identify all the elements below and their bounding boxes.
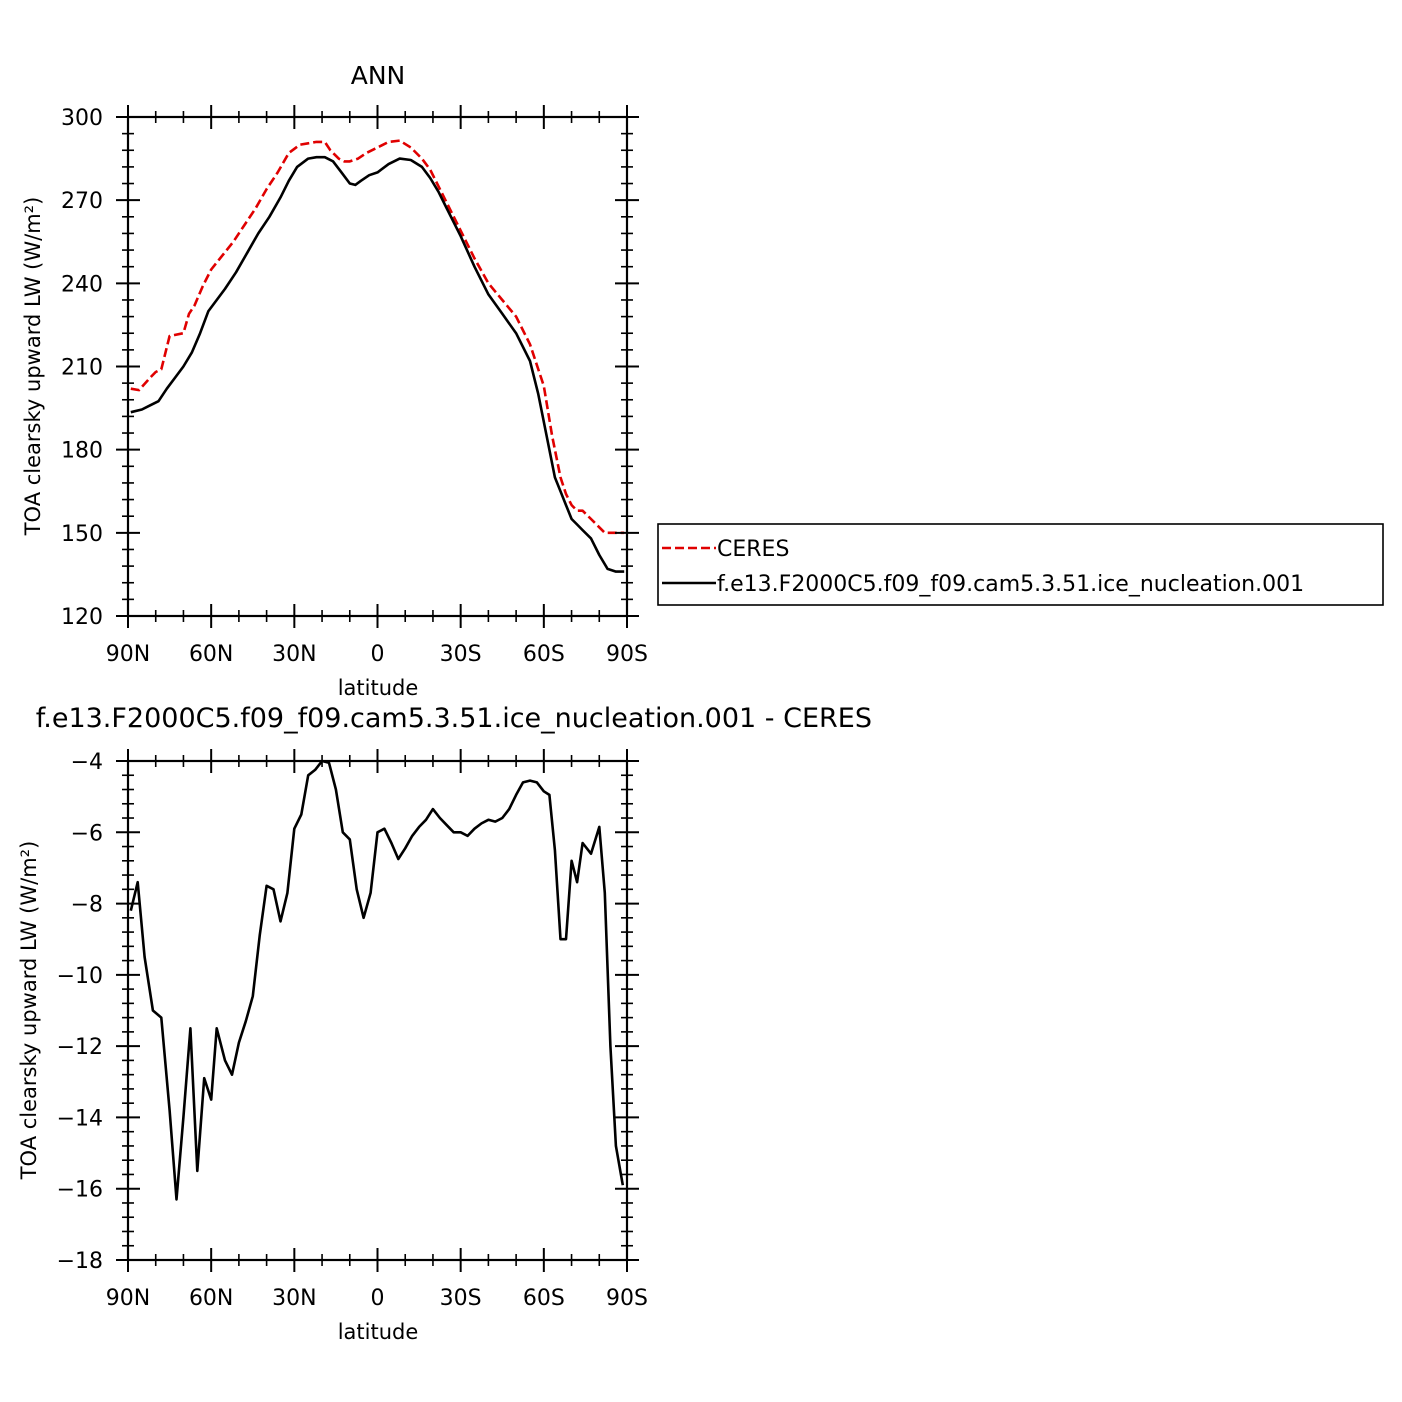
top-panel-title: ANN	[351, 61, 406, 90]
top-plot-frame	[126, 115, 629, 618]
legend-box	[657, 523, 1384, 606]
bottom-x-tick-label: 30S	[440, 1286, 482, 1311]
bottom-x-tick-label: 30N	[272, 1286, 316, 1311]
bottom-y-tick-label: −10	[57, 964, 103, 989]
top-y-axis-label: TOA clearsky upward LW (W/m²)	[21, 197, 45, 537]
top-series-line-1	[130, 155, 625, 573]
top-y-tick-label: 240	[61, 272, 103, 297]
top-y-tick-label: 210	[61, 356, 103, 381]
top-x-tick-label: 0	[371, 642, 385, 667]
bottom-x-tick-label: 90N	[106, 1286, 150, 1311]
top-x-tick-label: 60N	[189, 642, 233, 667]
legend-label-model: f.e13.F2000C5.f09_f09.cam5.3.51.ice_nucl…	[717, 572, 1304, 597]
top-x-tick-label: 90N	[106, 642, 150, 667]
top-x-tick-label: 60S	[523, 642, 565, 667]
bottom-y-tick-label: −8	[71, 893, 103, 918]
top-y-tick-label: 270	[61, 189, 103, 214]
bottom-x-tick-label: 90S	[606, 1286, 648, 1311]
bottom-x-tick-label: 60N	[189, 1286, 233, 1311]
bottom-x-tick-label: 60S	[523, 1286, 565, 1311]
top-x-tick-label: 30N	[272, 642, 316, 667]
top-x-tick-label: 90S	[606, 642, 648, 667]
legend-label-ceres: CERES	[717, 537, 789, 562]
top-panel: ANN 120 150 180 210 240 270 300 90N 60N 30N 0 30S 60…	[21, 61, 648, 700]
top-series-line-0	[130, 139, 625, 535]
bottom-panel: f.e13.F2000C5.f09_f09.cam5.3.51.ice_nucl…	[17, 703, 872, 1344]
bottom-y-tick-label: −12	[57, 1035, 103, 1060]
bottom-x-tick-label: 0	[371, 1286, 385, 1311]
top-y-tick-label: 180	[61, 439, 103, 464]
bottom-y-tick-label: −14	[57, 1106, 103, 1131]
bottom-y-tick-label: −16	[57, 1178, 103, 1203]
top-y-tick-label: 120	[61, 605, 103, 630]
legend: CERES f.e13.F2000C5.f09_f09.cam5.3.51.ic…	[657, 523, 1384, 606]
top-x-axis-label: latitude	[338, 676, 419, 700]
bottom-y-axis-label: TOA clearsky upward LW (W/m²)	[17, 841, 41, 1181]
top-x-tick-label: 30S	[440, 642, 482, 667]
bottom-y-tick-label: −18	[57, 1249, 103, 1274]
top-y-tick-label: 150	[61, 522, 103, 547]
top-y-tick-label: 300	[61, 106, 103, 131]
bottom-y-tick-label: −4	[71, 750, 103, 775]
bottom-panel-title: f.e13.F2000C5.f09_f09.cam5.3.51.ice_nucl…	[36, 703, 872, 734]
bottom-series-line-0	[129, 759, 625, 1201]
bottom-y-tick-label: −6	[71, 821, 103, 846]
bottom-x-axis-label: latitude	[338, 1320, 419, 1344]
